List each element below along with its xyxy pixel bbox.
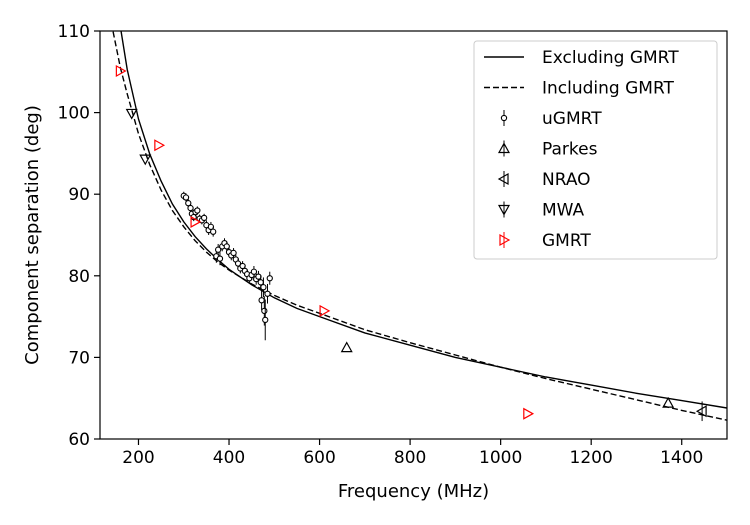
x-tick-label: 400 [213, 448, 245, 468]
x-tick-label: 200 [122, 448, 154, 468]
ugmrt-point [257, 279, 264, 286]
ugmrt-point [182, 194, 190, 201]
x-tick-label: 1200 [570, 448, 613, 468]
legend-marker-swatch [500, 114, 508, 122]
legend-label: GMRT [542, 231, 591, 251]
ugmrt-point [223, 243, 230, 250]
nrao-point [695, 405, 707, 418]
ugmrt-point [210, 228, 217, 235]
gmrt-point [523, 407, 535, 420]
gmrt-point [190, 215, 202, 228]
mwa-point [139, 154, 152, 166]
legend-label: NRAO [542, 170, 591, 190]
parkes-point [662, 396, 675, 408]
y-tick-label: 80 [68, 267, 90, 287]
legend-marker-swatch [497, 142, 511, 154]
x-axis: 200 400 600 800 1000 1200 1400 [122, 439, 703, 468]
y-tick-label: 60 [68, 430, 90, 450]
ugmrt-point [194, 207, 201, 214]
ugmrt-point [266, 275, 273, 282]
y-axis-label: Component separation (deg) [22, 105, 43, 365]
ugmrt-point [215, 246, 222, 253]
y-axis: 60 70 80 90 100 110 [58, 22, 100, 450]
ugmrt-point [200, 214, 208, 222]
ugmrt-point [258, 297, 265, 304]
plot-frame [99, 30, 728, 440]
legend-label: Parkes [542, 140, 598, 160]
ugmrt-point [187, 204, 194, 212]
x-tick-label: 800 [394, 448, 426, 468]
y-tick-label: 90 [68, 185, 90, 205]
legend-label: Including GMRT [542, 79, 675, 99]
legend-marker-swatch [497, 172, 509, 186]
legend-box [473, 40, 718, 260]
legend-label: uGMRT [542, 109, 602, 129]
parkes-point [340, 341, 353, 353]
y-tick-label: 100 [58, 104, 90, 124]
mwa-point [125, 108, 138, 120]
including-gmrt-curve [112, 31, 727, 421]
gmrt-point [319, 304, 331, 317]
legend: Excluding GMRT Including GMRT uGMRT Parkes N… [473, 40, 718, 260]
legend-marker-swatch [497, 204, 511, 216]
y-tick-label: 110 [58, 22, 90, 42]
ugmrt-point [216, 255, 224, 262]
x-axis-label: Frequency (MHz) [338, 481, 489, 502]
ugmrt-point [250, 268, 258, 275]
legend-label: Excluding GMRT [542, 48, 679, 68]
x-tick-label: 1400 [660, 448, 703, 468]
ugmrt-point [264, 290, 271, 297]
ugmrt-point [261, 307, 268, 315]
ugmrt-point [185, 200, 192, 207]
x-tick-label: 1000 [479, 448, 522, 468]
legend-marker-swatch [499, 233, 511, 247]
y-tick-label: 70 [68, 348, 90, 368]
ugmrt-point [230, 249, 237, 257]
legend-label: MWA [542, 201, 585, 221]
ugmrt-point [260, 284, 267, 291]
data-markers [115, 64, 707, 422]
ugmrt-point [262, 316, 269, 324]
x-tick-label: 600 [303, 448, 335, 468]
gmrt-point [154, 139, 166, 152]
gmrt-point [115, 64, 127, 78]
